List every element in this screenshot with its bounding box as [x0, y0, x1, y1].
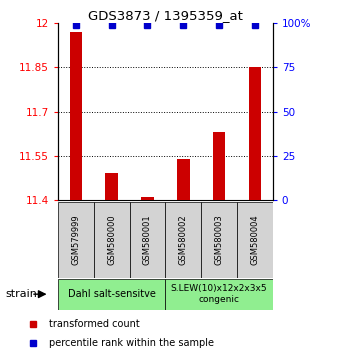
FancyBboxPatch shape — [237, 202, 273, 278]
Bar — [177, 159, 190, 200]
FancyBboxPatch shape — [165, 279, 273, 310]
FancyBboxPatch shape — [94, 202, 130, 278]
Bar — [213, 132, 225, 200]
FancyBboxPatch shape — [201, 202, 237, 278]
Bar — [70, 32, 82, 200]
Bar — [105, 173, 118, 200]
Text: strain: strain — [5, 289, 37, 299]
Text: transformed count: transformed count — [49, 319, 139, 329]
Text: GSM580000: GSM580000 — [107, 215, 116, 265]
Text: GSM579999: GSM579999 — [71, 215, 80, 265]
Bar — [249, 67, 261, 200]
FancyBboxPatch shape — [130, 202, 165, 278]
Text: percentile rank within the sample: percentile rank within the sample — [49, 338, 214, 348]
Text: Dahl salt-sensitve: Dahl salt-sensitve — [68, 289, 155, 299]
Text: GSM580004: GSM580004 — [250, 215, 260, 265]
FancyBboxPatch shape — [58, 202, 94, 278]
Text: GSM580001: GSM580001 — [143, 215, 152, 265]
FancyBboxPatch shape — [165, 202, 201, 278]
Text: GSM580002: GSM580002 — [179, 215, 188, 265]
Bar — [141, 197, 154, 200]
Text: S.LEW(10)x12x2x3x5
congenic: S.LEW(10)x12x2x3x5 congenic — [171, 285, 267, 304]
Text: GSM580003: GSM580003 — [214, 215, 224, 265]
FancyBboxPatch shape — [58, 279, 165, 310]
Title: GDS3873 / 1395359_at: GDS3873 / 1395359_at — [88, 9, 243, 22]
